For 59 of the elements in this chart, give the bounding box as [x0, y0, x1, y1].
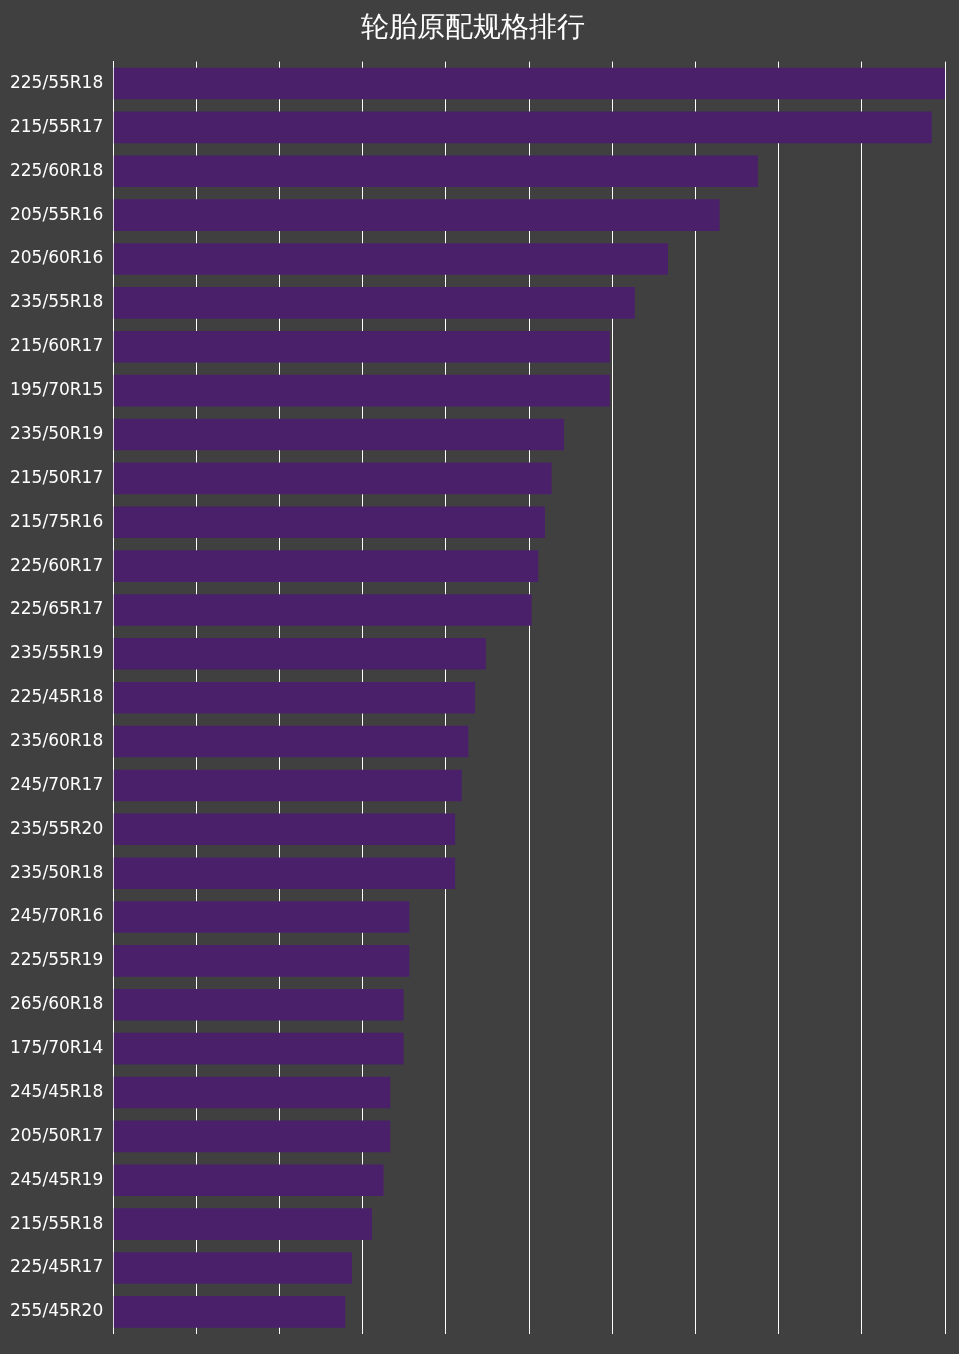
bar: [113, 769, 462, 802]
bar: [113, 155, 758, 188]
y-tick-label: 195/70R15: [9, 379, 104, 400]
y-tick-label: 215/55R17: [9, 115, 104, 136]
bar: [113, 813, 456, 846]
bar: [113, 638, 486, 670]
y-tick-label: 225/55R18: [9, 71, 104, 92]
y-tick-label: 205/55R16: [9, 203, 104, 224]
y-tick-label: 205/60R16: [9, 247, 104, 268]
bar: [113, 330, 610, 363]
y-tick-label: 245/45R18: [9, 1080, 104, 1101]
bar: [113, 111, 932, 144]
y-tick-label: 235/55R18: [9, 291, 104, 312]
bar: [113, 199, 720, 231]
y-tick-label: 245/70R16: [9, 905, 104, 926]
y-tick-label: 235/55R19: [9, 642, 104, 663]
y-tick-label: 255/45R20: [9, 1300, 104, 1321]
bar: [113, 550, 539, 582]
bar: [113, 418, 565, 451]
y-tick-label: 235/50R19: [9, 422, 104, 443]
bar: [113, 681, 476, 714]
y-tick-label: 225/45R18: [9, 686, 104, 707]
y-tick-label: 225/60R18: [9, 159, 104, 180]
bar: [113, 243, 669, 275]
bar: [113, 725, 469, 758]
bar: [113, 988, 404, 1021]
y-tick-label: 225/65R17: [9, 598, 104, 619]
bar: [113, 1164, 384, 1197]
chart-title: 轮胎原配规格排行: [360, 10, 585, 44]
y-tick-label: 225/55R19: [9, 949, 104, 970]
bar: [113, 1076, 391, 1109]
y-tick-label: 265/60R18: [9, 993, 104, 1014]
bar: [113, 945, 410, 977]
bar: [113, 374, 610, 407]
y-tick-label: 215/75R16: [9, 510, 104, 531]
bar: [113, 462, 552, 495]
bar: [113, 506, 545, 539]
bar: [113, 287, 635, 319]
bar: [113, 1120, 391, 1153]
y-tick-label: 225/60R17: [9, 554, 104, 575]
y-tick-label: 235/55R20: [9, 817, 104, 838]
y-tick-label: 215/50R17: [9, 466, 104, 487]
y-tick-label: 205/50R17: [9, 1124, 104, 1145]
bar: [113, 901, 410, 933]
bar: [113, 1296, 346, 1328]
bar: [113, 1032, 404, 1065]
y-tick-label: 175/70R14: [9, 1037, 104, 1058]
bar: [113, 1208, 372, 1240]
bar: [113, 594, 532, 626]
y-tick-label: 235/50R18: [9, 861, 104, 882]
y-tick-label: 225/45R17: [9, 1256, 104, 1277]
y-tick-label: 245/45R19: [9, 1168, 104, 1189]
y-tick-label: 215/60R17: [9, 335, 104, 356]
bar: [113, 857, 456, 889]
bar: [113, 67, 945, 100]
y-tick-label: 215/55R18: [9, 1212, 104, 1233]
y-tick-label: 245/70R17: [9, 773, 104, 794]
y-tick-label: 235/60R18: [9, 729, 104, 750]
bar: [113, 1252, 352, 1284]
